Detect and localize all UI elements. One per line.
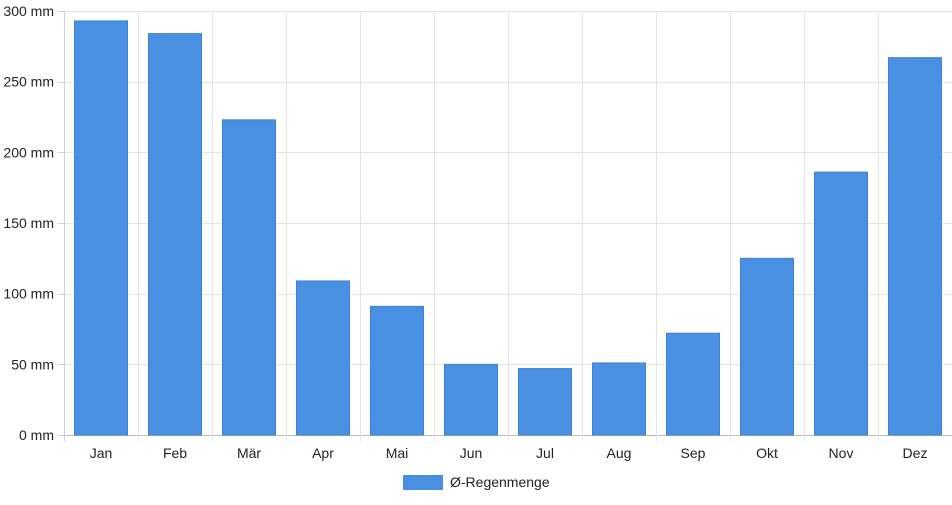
x-tick-label: Mär xyxy=(237,445,261,461)
grid-lines xyxy=(64,11,952,441)
x-tick-label: Aug xyxy=(607,445,632,461)
x-tick-label: Feb xyxy=(163,445,187,461)
bar-apr[interactable] xyxy=(296,280,350,436)
bar-mär[interactable] xyxy=(222,119,276,436)
x-tick-label: Jun xyxy=(460,445,483,461)
x-tick-label: Mai xyxy=(386,445,409,461)
x-tick-label: Okt xyxy=(756,445,778,461)
legend[interactable]: Ø-Regenmenge xyxy=(403,474,550,490)
bar-okt[interactable] xyxy=(740,257,794,436)
x-tick-label: Apr xyxy=(312,445,334,461)
x-tick-label: Dez xyxy=(903,445,928,461)
bar-nov[interactable] xyxy=(814,171,868,436)
axes xyxy=(58,11,64,436)
x-tick-label: Jul xyxy=(536,445,554,461)
y-tick-label: 300 mm xyxy=(3,3,54,19)
legend-swatch xyxy=(403,475,443,490)
x-tick-label: Sep xyxy=(681,445,706,461)
x-tick-label: Nov xyxy=(829,445,854,461)
y-tick-label: 150 mm xyxy=(3,215,54,231)
y-tick-label: 0 mm xyxy=(19,427,54,443)
bar-aug[interactable] xyxy=(592,362,646,436)
y-tick-label: 50 mm xyxy=(11,356,54,372)
legend-label: Ø-Regenmenge xyxy=(450,474,550,490)
bar-feb[interactable] xyxy=(148,33,202,436)
y-tick-label: 100 mm xyxy=(3,286,54,302)
bars xyxy=(74,20,942,436)
y-tick-label: 200 mm xyxy=(3,144,54,160)
y-tick-label: 250 mm xyxy=(3,74,54,90)
x-tick-label: Jan xyxy=(90,445,113,461)
bar-jan[interactable] xyxy=(74,20,128,436)
bar-jul[interactable] xyxy=(518,368,572,436)
y-axis-tick-labels: 0 mm 50 mm 100 mm 150 mm 200 mm 250 mm 300 mm xyxy=(3,3,54,443)
bar-mai[interactable] xyxy=(370,305,424,436)
bar-sep[interactable] xyxy=(666,332,720,436)
x-axis-tick-labels: Jan Feb Mär Apr Mai Jun Jul Aug Sep Okt Nov Dez xyxy=(90,445,928,461)
bar-jun[interactable] xyxy=(444,363,498,436)
bar-dez[interactable] xyxy=(888,57,942,436)
